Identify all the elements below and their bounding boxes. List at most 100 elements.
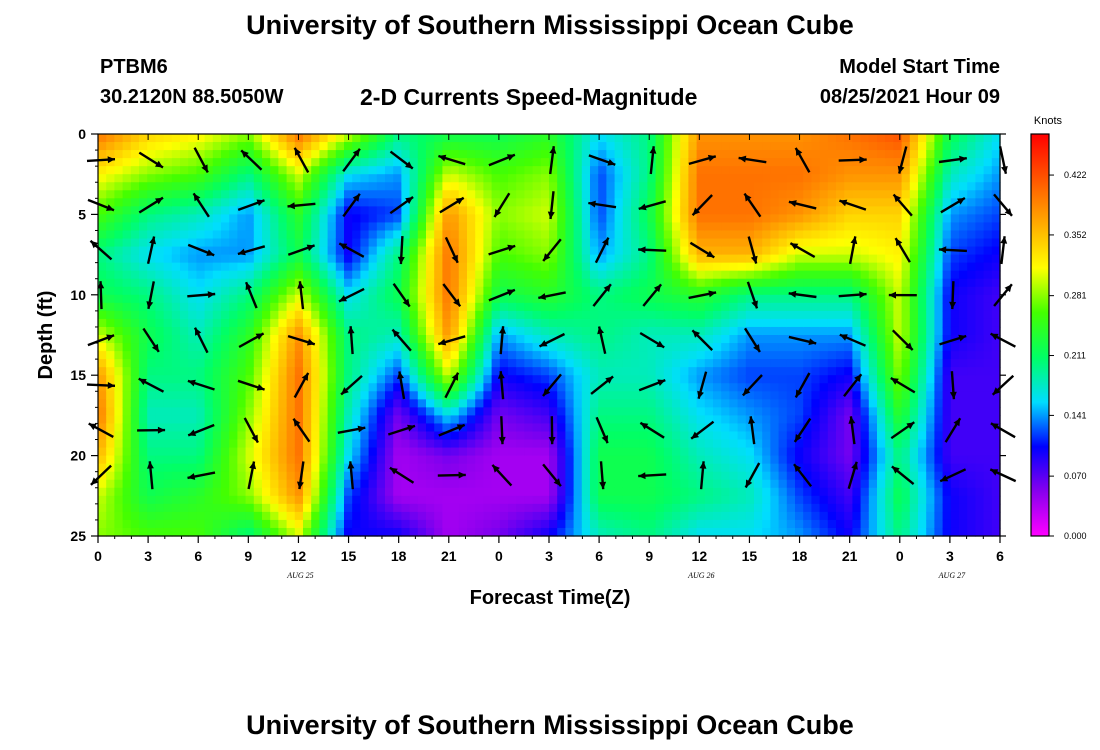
heatmap-cell [721,198,730,207]
heatmap-cell [147,302,156,312]
heatmap-cell [434,238,443,248]
heatmap-cell [786,294,796,304]
heatmap-cell [270,206,279,215]
heatmap-cell [540,142,550,151]
heatmap-cell [245,519,255,529]
heatmap-cell [631,182,640,191]
heatmap-cell [237,527,247,537]
heatmap-cell [467,150,476,159]
heatmap-cell [860,487,870,497]
heatmap-cell [368,302,378,312]
heatmap-cell [721,190,730,199]
heatmap-cell [483,158,493,167]
heatmap-cell [417,367,427,376]
heatmap-cell [335,431,345,441]
heatmap-cell [581,335,591,344]
heatmap-cell [803,254,812,264]
heatmap-cell [524,359,534,368]
heatmap-cell [376,230,386,240]
heatmap-cell [303,142,312,151]
heatmap-cell [155,166,165,175]
heatmap-cell [688,407,698,416]
heatmap-cell [663,495,673,505]
heatmap-cell [442,198,452,207]
heatmap-cell [647,230,657,240]
heatmap-cell [606,214,616,224]
heatmap-cell [401,503,411,513]
heatmap-cell [631,134,640,143]
heatmap-cell [631,431,640,441]
heatmap-cell [573,302,583,312]
heatmap-cell [237,150,247,159]
heatmap-cell [204,407,214,416]
heatmap-cell [795,318,804,328]
heatmap-cell [606,423,616,433]
heatmap-cell [491,222,501,232]
heatmap-cell [745,254,755,264]
heatmap-cell [311,262,320,272]
heatmap-cell [737,447,747,457]
heatmap-cell [721,326,730,336]
heatmap-cell [335,214,345,224]
heatmap-cell [442,318,452,328]
heatmap-cell [393,335,402,344]
heatmap-cell [130,527,140,537]
heatmap-cell [803,270,812,280]
heatmap-cell [737,134,747,143]
heatmap-cell [393,190,402,199]
heatmap-cell [516,310,525,320]
heatmap-cell [647,206,657,215]
heatmap-cell [893,479,903,489]
heatmap-cell [344,359,353,368]
heatmap-cell [450,503,460,513]
heatmap-cell [516,254,525,264]
heatmap-cell [672,238,681,248]
heatmap-cell [98,254,107,264]
heatmap-cell [475,391,484,400]
heatmap-cell [860,471,870,481]
heatmap-cell [606,270,616,280]
heatmap-cell [770,174,780,183]
heatmap-cell [442,511,452,521]
heatmap-cell [655,503,665,513]
heatmap-cell [204,375,214,384]
heatmap-cell [188,351,197,360]
heatmap-cell [672,174,681,183]
heatmap-cell [762,318,771,328]
heatmap-cell [729,487,739,497]
heatmap-cell [877,222,886,232]
heatmap-cell [590,254,599,264]
heatmap-cell [844,302,853,312]
heatmap-cell [458,383,468,392]
heatmap-cell [426,190,435,199]
heatmap-cell [409,142,419,151]
heatmap-cell [139,238,148,248]
heatmap-cell [696,367,706,376]
heatmap-cell [885,198,894,207]
heatmap-cell [688,343,698,352]
heatmap-cell [704,190,714,199]
heatmap-cell [98,503,107,513]
heatmap-cell [483,375,493,384]
heatmap-cell [171,214,181,224]
heatmap-cell [467,511,476,521]
heatmap-cell [786,302,796,312]
heatmap-cell [409,519,419,529]
heatmap-cell [639,238,648,248]
heatmap-cell [778,286,788,296]
heatmap-cell [393,383,402,392]
heatmap-cell [713,471,722,481]
heatmap-cell [311,447,320,457]
heatmap-cell [852,495,862,505]
heatmap-cell [475,158,484,167]
heatmap-cell [450,439,460,449]
heatmap-cell [631,407,640,416]
heatmap-cell [294,166,304,175]
heatmap-cell [778,310,788,320]
heatmap-cell [508,294,517,304]
heatmap-cell [188,335,197,344]
heatmap-cell [483,399,493,408]
heatmap-cell [458,190,468,199]
heatmap-cell [557,391,566,400]
heatmap-cell [803,495,812,505]
